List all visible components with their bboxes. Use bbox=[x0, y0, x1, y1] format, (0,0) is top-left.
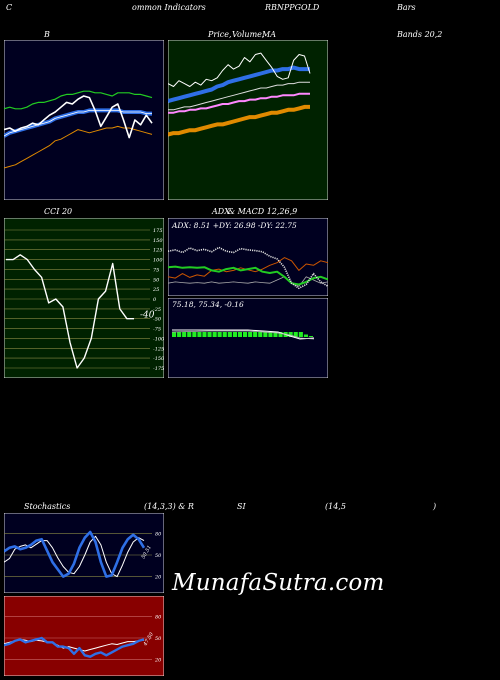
macd-histogram-bar bbox=[293, 332, 298, 337]
cci-tick-label: -25 bbox=[153, 307, 161, 313]
cci-tick-label: 75 bbox=[153, 267, 159, 273]
stoch-label: Stochastics bbox=[24, 502, 71, 511]
adx-label: ADX bbox=[212, 207, 230, 216]
stoch-tick-label: 80 bbox=[155, 531, 162, 537]
macd-label: & MACD 12,26,9 bbox=[228, 207, 298, 216]
ma-short-line bbox=[168, 81, 310, 111]
macd-histogram-bar bbox=[202, 332, 207, 337]
cci-tick-label: -175 bbox=[153, 366, 164, 372]
rsi-params: (14,5 bbox=[325, 502, 346, 511]
si-label: SI bbox=[237, 502, 246, 511]
macd-histogram-bar bbox=[288, 332, 293, 337]
macd-histogram-bar bbox=[258, 332, 263, 337]
rsi-bg bbox=[4, 596, 164, 676]
price-label: Price, bbox=[208, 30, 232, 39]
cci-tick-label: -75 bbox=[153, 327, 161, 333]
cci-tick-label: -125 bbox=[153, 346, 164, 352]
cci-chart: 175 150 125 100 75 50 25 0 -25 -50 -75 -100 -125 -150… bbox=[4, 218, 164, 378]
cci-last-value: -40 bbox=[140, 311, 155, 321]
macd-histogram-bar bbox=[207, 332, 212, 337]
cci-tick-label: 150 bbox=[153, 238, 163, 244]
adx-readout: ADX: 8.51 +DY: 26.98 -DY: 22.75 bbox=[171, 221, 297, 230]
ma-fast-line bbox=[168, 65, 310, 104]
stoch-bg bbox=[4, 513, 164, 593]
price-line bbox=[4, 95, 153, 139]
header-bars: Bars bbox=[397, 3, 416, 12]
macd-histogram-bar bbox=[187, 332, 192, 337]
cci-bg bbox=[4, 218, 164, 378]
bollinger-b-label: B bbox=[44, 30, 50, 39]
cci-tick-label: 125 bbox=[153, 248, 163, 254]
macd-histogram-bar bbox=[197, 332, 202, 337]
ma-label: MA bbox=[262, 30, 276, 39]
cci-tick-label: 100 bbox=[153, 258, 163, 264]
macd-readout: 75.18, 75.34, -0.16 bbox=[172, 300, 244, 309]
macd-histogram-bar bbox=[217, 332, 222, 337]
bands-label: Bands 20,2 bbox=[397, 30, 443, 39]
watermark: MunafaSutra.com bbox=[172, 570, 385, 596]
header-indicators: ommon Indicators bbox=[132, 3, 206, 12]
rsi-tick-label: 50 bbox=[155, 636, 162, 642]
header-symbol: RBNPPGOLD bbox=[265, 3, 320, 12]
macd-histogram-bar bbox=[308, 336, 313, 337]
cci-label: CCI 20 bbox=[44, 207, 73, 216]
header-c: C bbox=[6, 3, 13, 12]
macd-histogram-bar bbox=[273, 332, 278, 337]
bollinger-chart bbox=[4, 40, 164, 200]
price-ma-bg bbox=[168, 40, 328, 200]
volume-label: Volume, bbox=[232, 30, 265, 39]
cci-tick-label: -150 bbox=[153, 356, 164, 362]
rsi-tick-label: 20 bbox=[154, 658, 162, 664]
cci-line bbox=[6, 254, 134, 369]
rsi-line bbox=[4, 636, 145, 658]
cci-tick-label: -100 bbox=[153, 336, 164, 342]
close-paren: ) bbox=[433, 502, 437, 511]
macd-histogram-bar bbox=[177, 332, 182, 337]
bollinger-bg bbox=[4, 40, 164, 200]
macd-histogram-bar bbox=[192, 332, 197, 337]
price-ma-chart bbox=[168, 40, 328, 200]
upper-band-line bbox=[4, 90, 153, 110]
signal-line bbox=[171, 330, 315, 340]
price-line bbox=[168, 52, 311, 87]
macd-histogram-bar bbox=[268, 332, 273, 337]
macd-histogram-bar bbox=[212, 332, 217, 337]
macd-histogram-bar bbox=[172, 332, 177, 337]
middle-band-core-line bbox=[4, 110, 152, 137]
macd-histogram-bar bbox=[253, 332, 258, 337]
rsi-tick-label: 80 bbox=[155, 614, 162, 620]
cci-tick-label: -50 bbox=[153, 317, 162, 323]
plus-di-line bbox=[168, 265, 328, 286]
cci-tick-label: 175 bbox=[153, 228, 163, 234]
stoch-tick-label: 50 bbox=[155, 553, 162, 559]
macd-histogram-bar bbox=[237, 332, 242, 337]
cci-tick-label: 25 bbox=[152, 287, 159, 293]
adx-chart: ADX: 8.51 +DY: 26.98 -DY: 22.75 bbox=[168, 218, 328, 296]
macd-line bbox=[172, 329, 315, 340]
macd-histogram-bar bbox=[222, 332, 227, 337]
lower-band-line bbox=[4, 125, 153, 169]
stoch-k-line bbox=[4, 530, 146, 578]
stoch-tick-label: 20 bbox=[154, 575, 162, 581]
cci-tick-label: 0 bbox=[153, 297, 157, 303]
macd-chart: 75.18, 75.34, -0.16 bbox=[168, 298, 328, 378]
stoch-params: (14,3,3) & R bbox=[144, 502, 194, 511]
macd-histogram-bar bbox=[298, 332, 303, 337]
ma-mid-line bbox=[168, 92, 310, 114]
macd-histogram-bar bbox=[182, 332, 187, 337]
macd-histogram-bar bbox=[303, 334, 308, 337]
macd-histogram-bar bbox=[243, 332, 248, 337]
di-dotted-line bbox=[168, 246, 328, 290]
macd-histogram-bar bbox=[248, 332, 253, 337]
cci-tick-label: 50 bbox=[153, 277, 160, 283]
macd-histogram-bar bbox=[232, 332, 237, 337]
macd-histogram-bar bbox=[227, 332, 232, 337]
macd-histogram-bar bbox=[263, 332, 268, 337]
ma-long-line bbox=[168, 104, 310, 137]
macd-histogram-bar bbox=[278, 332, 283, 337]
